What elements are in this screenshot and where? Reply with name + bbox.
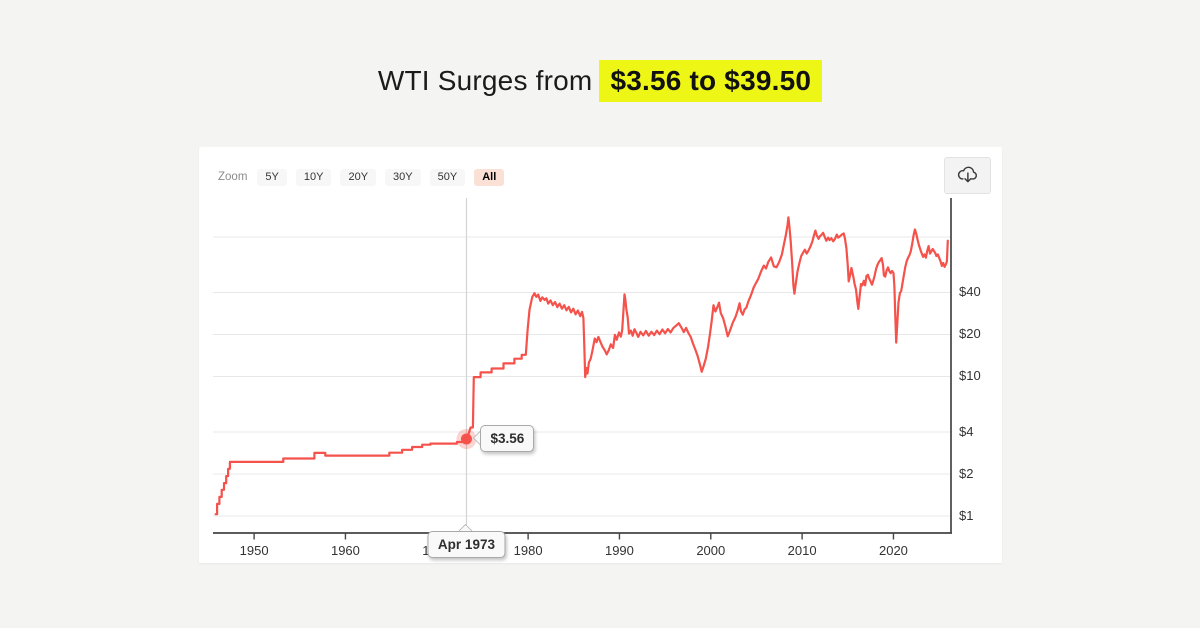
page-title-text: WTI Surges from	[377, 65, 593, 96]
chart-card	[199, 147, 1002, 563]
price-tooltip: $3.56	[473, 424, 535, 452]
download-button[interactable]	[944, 157, 991, 194]
range-button-all[interactable]: All	[474, 168, 505, 186]
range-button-10y[interactable]: 10Y	[295, 168, 332, 186]
range-button-30y[interactable]: 30Y	[385, 168, 421, 186]
zoom-label: Zoom	[218, 171, 248, 183]
page-title: WTI Surges from $3.56 to $39.50	[0, 60, 1200, 102]
range-buttons-group: 5Y 10Y 20Y 30Y 50Y All	[257, 168, 505, 186]
page-title-highlight: $3.56 to $39.50	[599, 60, 823, 102]
range-button-50y[interactable]: 50Y	[429, 168, 466, 186]
range-button-5y[interactable]: 5Y	[257, 168, 287, 186]
range-toolbar: Zoom 5Y 10Y 20Y 30Y 50Y All	[218, 168, 505, 186]
date-tooltip: Apr 1973	[427, 524, 505, 558]
range-button-20y[interactable]: 20Y	[340, 168, 377, 186]
cloud-download-icon	[957, 166, 977, 183]
